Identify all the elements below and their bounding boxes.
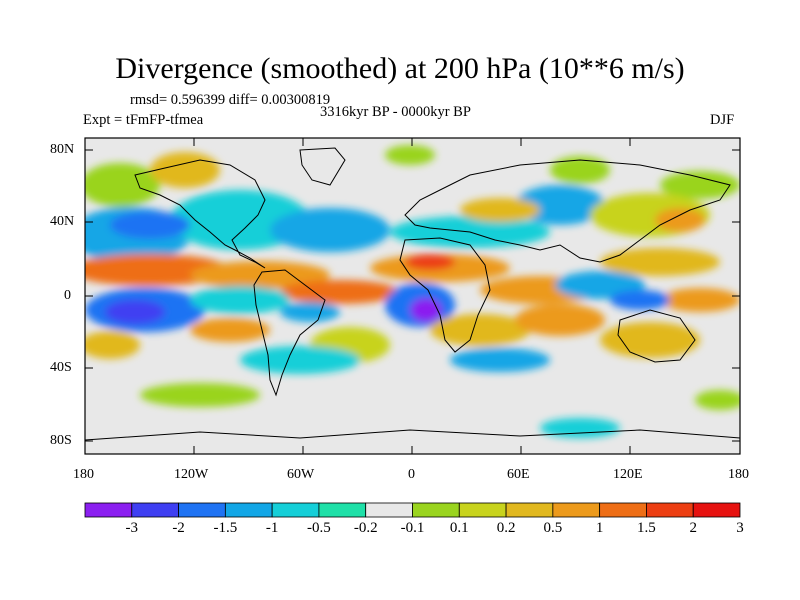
colorbar-label: -0.2	[353, 520, 378, 536]
colorbar-label: -0.1	[400, 520, 425, 536]
divergence-field	[85, 138, 740, 454]
colorbar-swatch	[505, 502, 554, 518]
colorbar-label: 0.5	[543, 520, 563, 536]
colorbar-label: -2	[172, 520, 185, 536]
colorbar-label: 3	[736, 520, 744, 536]
colorbar-swatch	[224, 502, 273, 518]
colorbar-swatch	[599, 502, 647, 518]
lon-tick-label: 180	[73, 467, 94, 482]
colorbar-swatch	[318, 502, 367, 518]
lat-tick-label: 80N	[50, 142, 75, 157]
colorbar-swatch	[692, 502, 741, 518]
colorbar-swatch	[178, 502, 226, 518]
lon-tick-label: 180	[728, 467, 749, 482]
colorbar-label: -1	[265, 520, 279, 536]
colorbar-swatch	[412, 502, 460, 518]
lon-tick-label: 120W	[174, 467, 209, 482]
lon-tick-label: 0	[408, 467, 415, 482]
experiment-text: Expt = tFmFP-tfmea	[83, 112, 204, 128]
colorbar	[84, 502, 741, 518]
plot-title: Divergence (smoothed) at 200 hPa (10**6 …	[115, 52, 685, 85]
season-text: DJF	[710, 112, 735, 128]
lat-tick-label: 40S	[50, 360, 72, 375]
axis-ticks	[85, 138, 740, 454]
period-text: 3316kyr BP - 0000kyr BP	[320, 104, 471, 120]
colorbar-swatch	[84, 502, 133, 518]
lat-tick-label: 40N	[50, 214, 75, 229]
colorbar-label: -1.5	[213, 520, 238, 536]
colorbar-label: -3	[125, 520, 139, 536]
coastlines	[85, 147, 740, 441]
colorbar-swatch	[646, 502, 694, 518]
colorbar-swatch	[131, 502, 179, 518]
lat-tick-label: 0	[64, 288, 71, 303]
colorbar-swatch	[458, 502, 507, 518]
colorbar-swatch	[271, 502, 320, 518]
lon-tick-label: 120E	[613, 467, 643, 482]
colorbar-swatch	[365, 502, 413, 518]
colorbar-label: 1	[595, 520, 604, 536]
lon-tick-label: 60E	[507, 467, 530, 482]
colorbar-label: 0.1	[449, 520, 469, 536]
colorbar-label: 0.2	[496, 520, 516, 536]
colorbar-label: -0.5	[307, 520, 331, 536]
colorbar-label: 2	[689, 520, 697, 536]
stats-text: rmsd= 0.596399 diff= 0.00300819	[130, 92, 331, 108]
colorbar-swatch	[552, 502, 601, 518]
lat-tick-label: 80S	[50, 433, 72, 448]
colorbar-label: 1.5	[637, 520, 656, 536]
lon-tick-label: 60W	[287, 467, 315, 482]
